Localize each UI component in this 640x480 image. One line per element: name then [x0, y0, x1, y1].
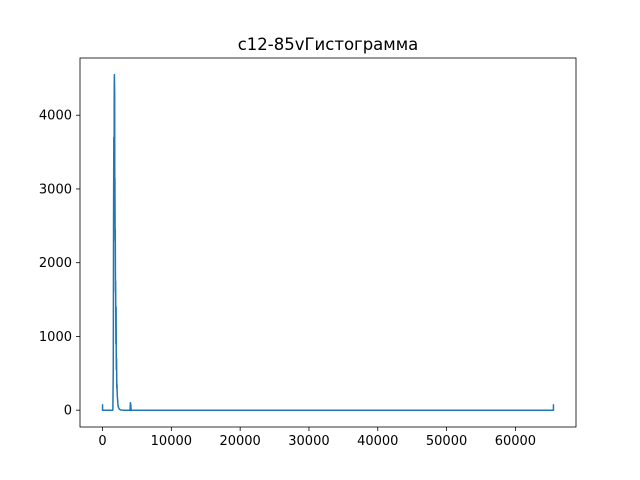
plot-area [101, 73, 555, 411]
y-tick-label: 1000 [39, 330, 72, 345]
y-axis: 0 1000 2000 3000 4000 [39, 109, 80, 419]
y-tick-label: 2000 [39, 256, 72, 271]
x-tick-label: 40000 [357, 434, 398, 449]
y-tick-label: 3000 [39, 182, 72, 197]
chart-title: c12-85vГистограмма [238, 35, 419, 54]
x-axis: 0 10000 20000 30000 40000 50000 60000 [98, 427, 536, 449]
y-tick-label: 0 [64, 404, 72, 419]
x-tick-label: 60000 [495, 434, 536, 449]
x-tick-label: 30000 [288, 434, 329, 449]
x-tick-label: 50000 [426, 434, 467, 449]
x-tick-label: 20000 [219, 434, 260, 449]
plot-frame [79, 57, 577, 428]
x-tick-label: 10000 [151, 434, 192, 449]
series-line-0 [101, 73, 555, 411]
x-tick-label: 0 [98, 434, 106, 449]
y-tick-label: 4000 [39, 109, 72, 124]
